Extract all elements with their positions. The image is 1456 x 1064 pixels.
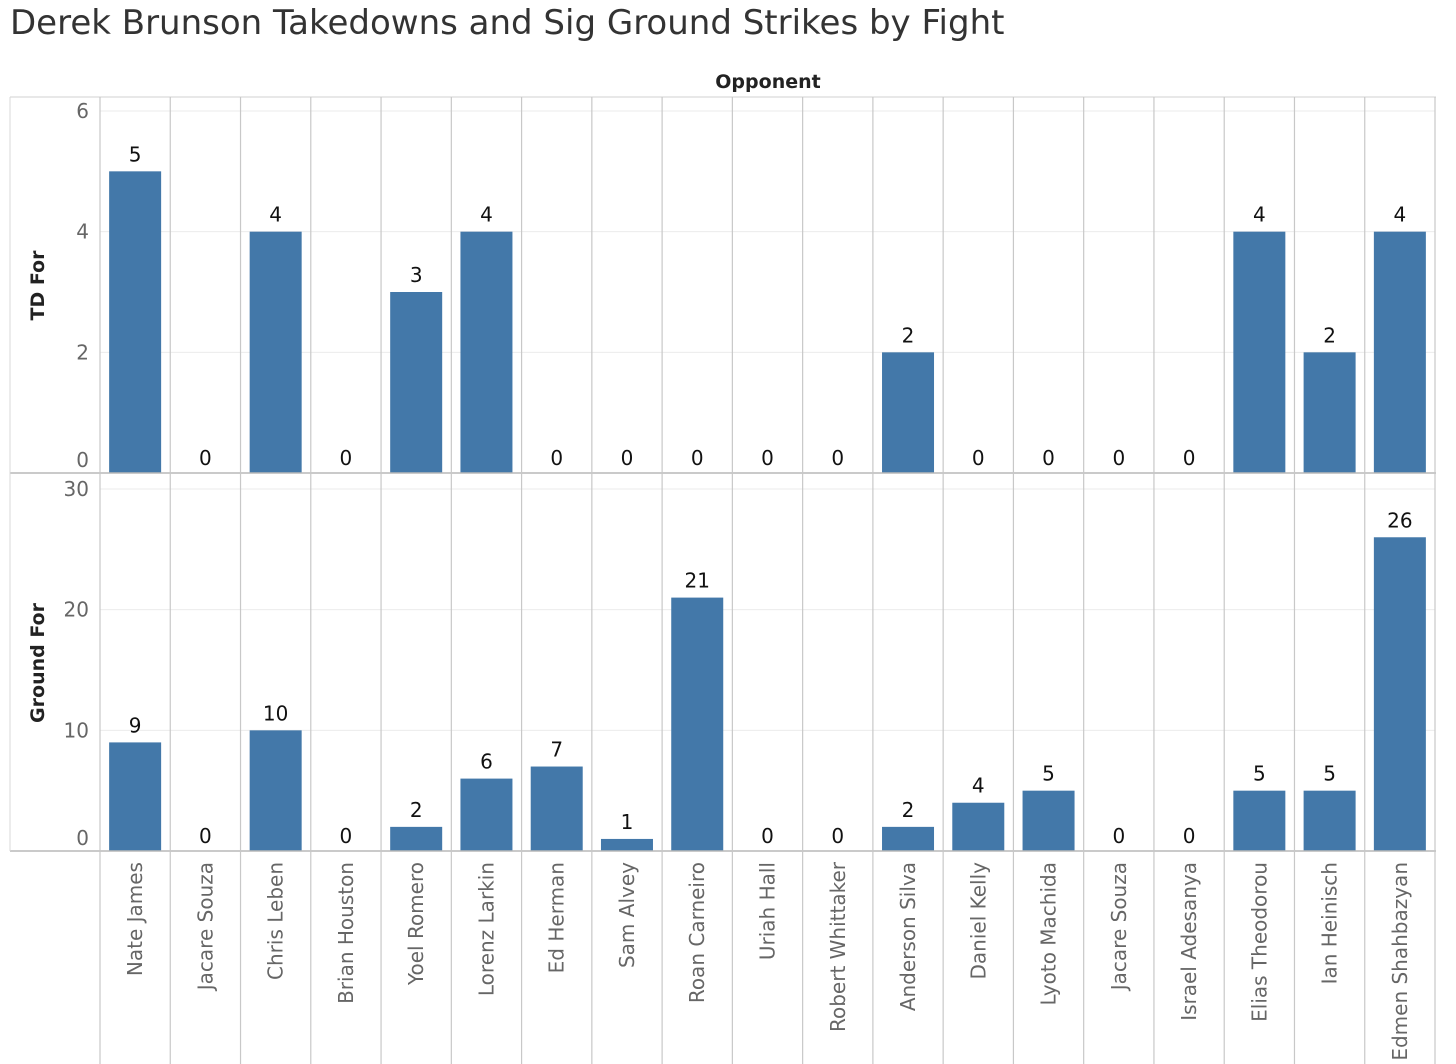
category-label: Yoel Romero [404,862,428,986]
bar [1233,231,1286,473]
data-label: 0 [199,446,212,470]
data-label: 0 [1042,446,1055,470]
data-label: 0 [621,446,634,470]
bar [390,826,443,851]
category-label: Robert Whittaker [826,861,850,1032]
data-label: 0 [761,446,774,470]
y-tick-label: 6 [76,99,89,123]
data-label: 0 [340,446,353,470]
data-label: 4 [972,774,985,798]
data-label: 0 [831,446,844,470]
data-label: 21 [685,569,710,593]
data-label: 0 [340,824,353,848]
data-label: 5 [1042,762,1055,786]
bar [671,597,724,851]
data-label: 2 [1323,323,1336,347]
category-label: Uriah Hall [756,862,780,960]
data-label: 0 [691,446,704,470]
category-label: Edmen Shahbazyan [1388,862,1412,1061]
y-tick-label: 10 [64,718,89,742]
data-label: 2 [410,798,423,822]
data-label: 0 [972,446,985,470]
bar [530,766,583,851]
bar [1303,790,1356,851]
y-axis-title: Ground For [27,602,49,723]
bar [460,778,513,851]
bar [882,826,935,851]
bar [249,730,302,851]
category-label: Ian Heinisch [1318,862,1342,984]
bar [952,802,1005,851]
data-label: 2 [902,323,915,347]
category-label: Anderson Silva [896,862,920,1011]
category-label: Jacare Souza [1107,862,1131,992]
data-label: 0 [761,824,774,848]
y-tick-label: 0 [76,448,89,472]
bar [249,231,302,473]
category-label: Jacare Souza [193,862,217,992]
data-label: 6 [480,750,493,774]
category-label: Brian Houston [334,862,358,1004]
chart-title: Derek Brunson Takedowns and Sig Ground S… [10,3,1004,43]
data-label: 1 [621,810,634,834]
data-label: 0 [1183,824,1196,848]
data-label: 9 [129,713,142,737]
data-label: 2 [902,798,915,822]
bars-layer [109,171,1426,851]
data-label: 4 [1253,203,1266,227]
bar [882,352,935,473]
bar [109,742,162,851]
category-label: Chris Leben [264,862,288,980]
category-label: Lorenz Larkin [474,862,498,996]
data-label: 5 [1323,762,1336,786]
category-label: Elias Theodorou [1247,862,1271,1022]
category-label: Roan Carneiro [685,862,709,1003]
grid-layer [100,110,1435,731]
y-tick-label: 2 [76,340,89,364]
bar [109,171,162,474]
bar [1373,231,1426,473]
data-label: 7 [550,738,563,762]
category-label: Israel Adesanya [1177,862,1201,1021]
bar [390,292,443,473]
data-label: 4 [1394,203,1407,227]
data-label: 0 [1112,446,1125,470]
category-label: Daniel Kelly [966,862,990,980]
data-label: 5 [129,142,142,166]
category-label: Sam Alvey [615,862,639,968]
data-label: 0 [199,824,212,848]
data-label: 3 [410,263,423,287]
bar [460,231,513,473]
data-label: 26 [1387,508,1412,532]
category-label: Lyoto Machida [1037,862,1061,1006]
bar [1373,537,1426,851]
bar [1233,790,1286,851]
y-tick-label: 30 [64,477,89,501]
y-tick-label: 0 [76,826,89,850]
axes-layer [9,96,1436,1064]
category-label: Nate James [123,862,147,976]
y-tick-label: 4 [76,220,89,244]
data-label: 4 [480,203,493,227]
bar [1022,790,1075,851]
data-label: 0 [831,824,844,848]
data-label: 0 [550,446,563,470]
column-header-label: Opponent [715,71,820,93]
data-label: 0 [1112,824,1125,848]
bar [600,838,653,851]
data-label: 10 [263,701,288,725]
data-label: 4 [269,203,282,227]
category-label: Ed Herman [545,862,569,973]
data-label: 0 [1183,446,1196,470]
data-label: 5 [1253,762,1266,786]
y-tick-label: 20 [64,598,89,622]
bar [1303,352,1356,473]
y-axis-title: TD For [27,250,49,321]
